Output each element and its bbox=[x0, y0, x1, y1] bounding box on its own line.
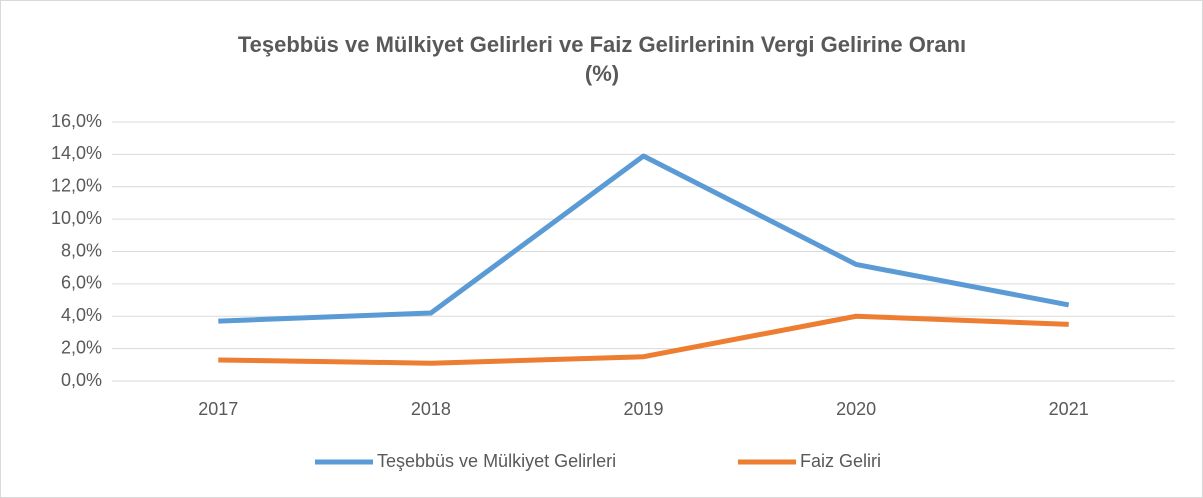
y-tick-label: 0,0% bbox=[61, 370, 102, 390]
legend-label: Faiz Geliri bbox=[800, 451, 881, 471]
x-tick-label: 2018 bbox=[411, 399, 451, 419]
y-tick-label: 8,0% bbox=[61, 240, 102, 260]
y-tick-label: 14,0% bbox=[51, 143, 102, 163]
x-tick-label: 2021 bbox=[1049, 399, 1089, 419]
legend-label: Teşebbüs ve Mülkiyet Gelirleri bbox=[377, 451, 616, 471]
x-tick-label: 2020 bbox=[836, 399, 876, 419]
y-tick-label: 16,0% bbox=[51, 111, 102, 131]
y-tick-label: 4,0% bbox=[61, 305, 102, 325]
x-tick-label: 2019 bbox=[623, 399, 663, 419]
x-tick-label: 2017 bbox=[198, 399, 238, 419]
y-tick-label: 10,0% bbox=[51, 208, 102, 228]
y-tick-label: 12,0% bbox=[51, 176, 102, 196]
chart-title: (%) bbox=[585, 61, 619, 86]
chart-title: Teşebbüs ve Mülkiyet Gelirleri ve Faiz G… bbox=[238, 32, 966, 57]
y-tick-label: 6,0% bbox=[61, 273, 102, 293]
line-series bbox=[218, 153, 1070, 324]
y-tick-label: 2,0% bbox=[61, 337, 102, 357]
line-series bbox=[218, 313, 1069, 366]
